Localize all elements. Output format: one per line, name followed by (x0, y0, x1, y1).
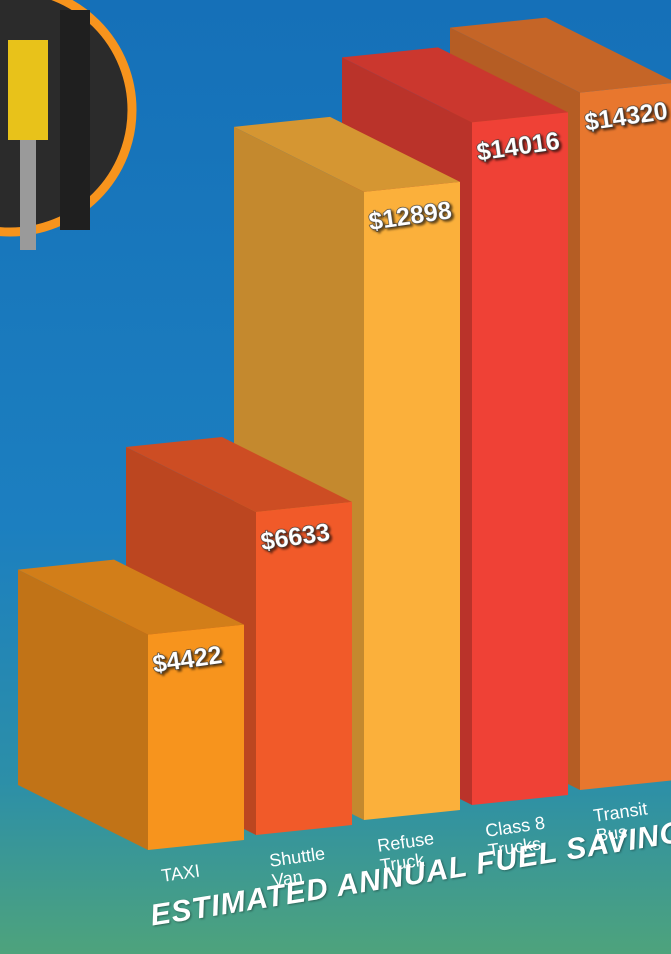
photo (0, 0, 132, 250)
chart: $14320$14016$12898$6633$4422 (0, 0, 671, 954)
bar (364, 182, 460, 820)
infographic: $14320$14016$12898$6633$4422 ESTIMATED A… (0, 0, 671, 954)
bar (472, 112, 568, 805)
bar (580, 83, 671, 790)
